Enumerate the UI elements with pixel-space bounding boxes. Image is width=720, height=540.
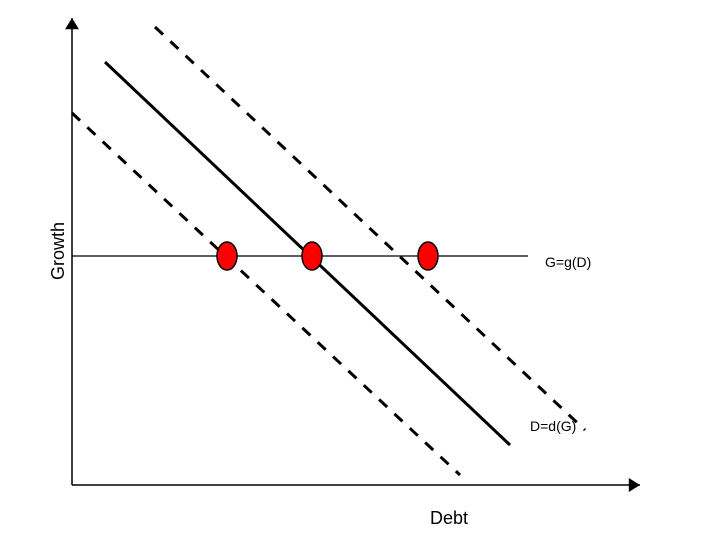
g-equation-label: G=g(D) [545, 254, 591, 270]
growth-debt-chart [0, 0, 720, 540]
x-axis-label: Debt [430, 508, 468, 529]
d-equation-label: D=d(G) [530, 418, 576, 434]
y-axis-label: Growth [48, 222, 69, 280]
